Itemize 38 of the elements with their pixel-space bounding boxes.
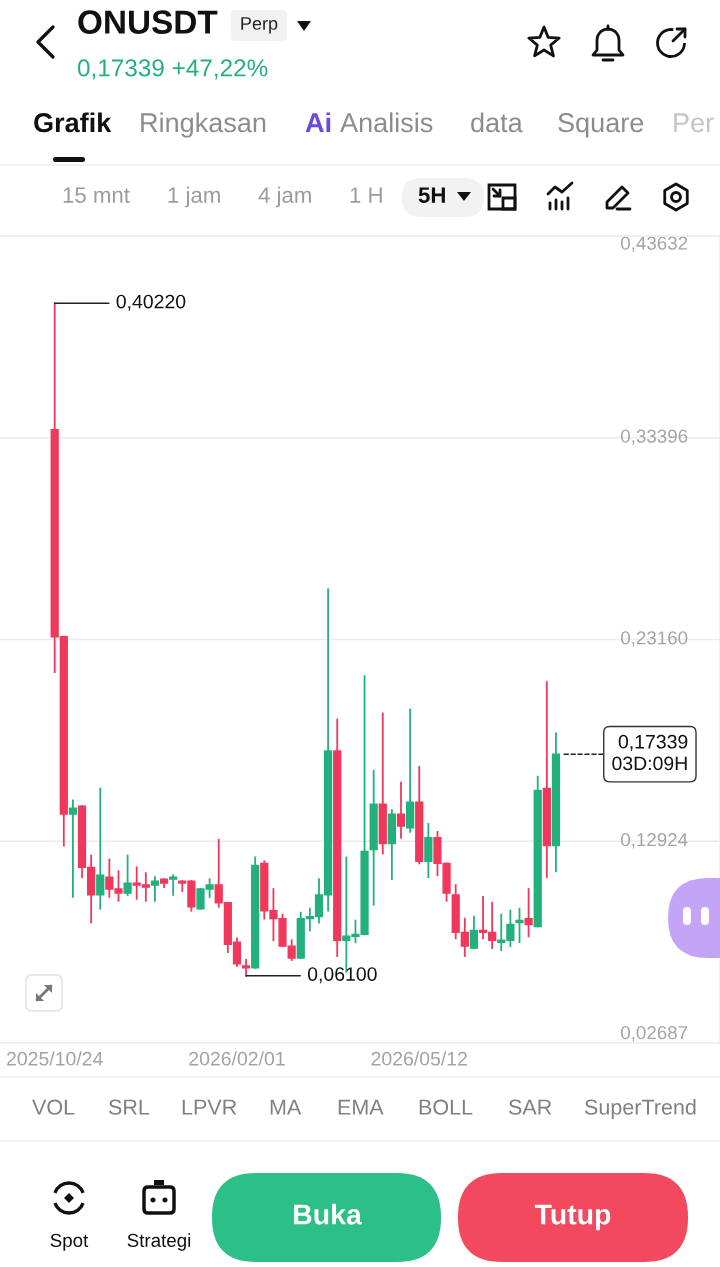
text: Perp	[241, 17, 278, 34]
text: Strategi	[127, 1233, 191, 1251]
text: data	[471, 112, 523, 133]
text: VOL	[32, 1099, 75, 1115]
text: SAR	[508, 1099, 552, 1115]
text: BOLL	[419, 1099, 473, 1115]
annotation: 0,40220	[116, 294, 186, 311]
text: 1 jam	[168, 186, 220, 208]
x-tick-label: 2025/10/24	[7, 1051, 103, 1066]
text: Spot	[50, 1233, 89, 1251]
y-tick-label: 0,23160	[621, 631, 688, 647]
text: Square	[558, 113, 644, 138]
x-tick-label: 2026/05/12	[371, 1051, 467, 1066]
text: Buka	[294, 1203, 362, 1225]
text: 4 jam	[258, 186, 311, 208]
annotation: 0,17339 03D:09H	[612, 734, 688, 771]
y-tick-label: 0,43632	[621, 236, 688, 252]
chart-subtitle: 0,17339 +47,22%	[77, 59, 268, 80]
text: Ai	[305, 112, 331, 132]
text: SuperTrend	[584, 1098, 696, 1120]
text: 5H	[418, 187, 445, 203]
chart-title: ONUSDT	[78, 10, 218, 34]
text: 15 mnt	[63, 187, 130, 203]
text: Ringkasan	[141, 112, 266, 138]
annotation: 0,06100	[307, 967, 377, 984]
x-tick-label: 2026/02/01	[189, 1051, 285, 1066]
text: Analisis	[340, 112, 433, 133]
text: Grafik	[34, 112, 112, 133]
y-tick-label: 0,33396	[621, 429, 688, 445]
text: LPVR	[182, 1099, 237, 1115]
text: 1 H	[350, 187, 382, 203]
text: EMA	[338, 1099, 384, 1115]
y-tick-label: 0,02687	[621, 1026, 688, 1042]
text: Tutup	[534, 1204, 611, 1231]
text: MA	[270, 1099, 302, 1115]
text: SRL	[108, 1099, 150, 1115]
y-tick-label: 0,12924	[621, 832, 688, 849]
text: Per	[674, 113, 714, 133]
